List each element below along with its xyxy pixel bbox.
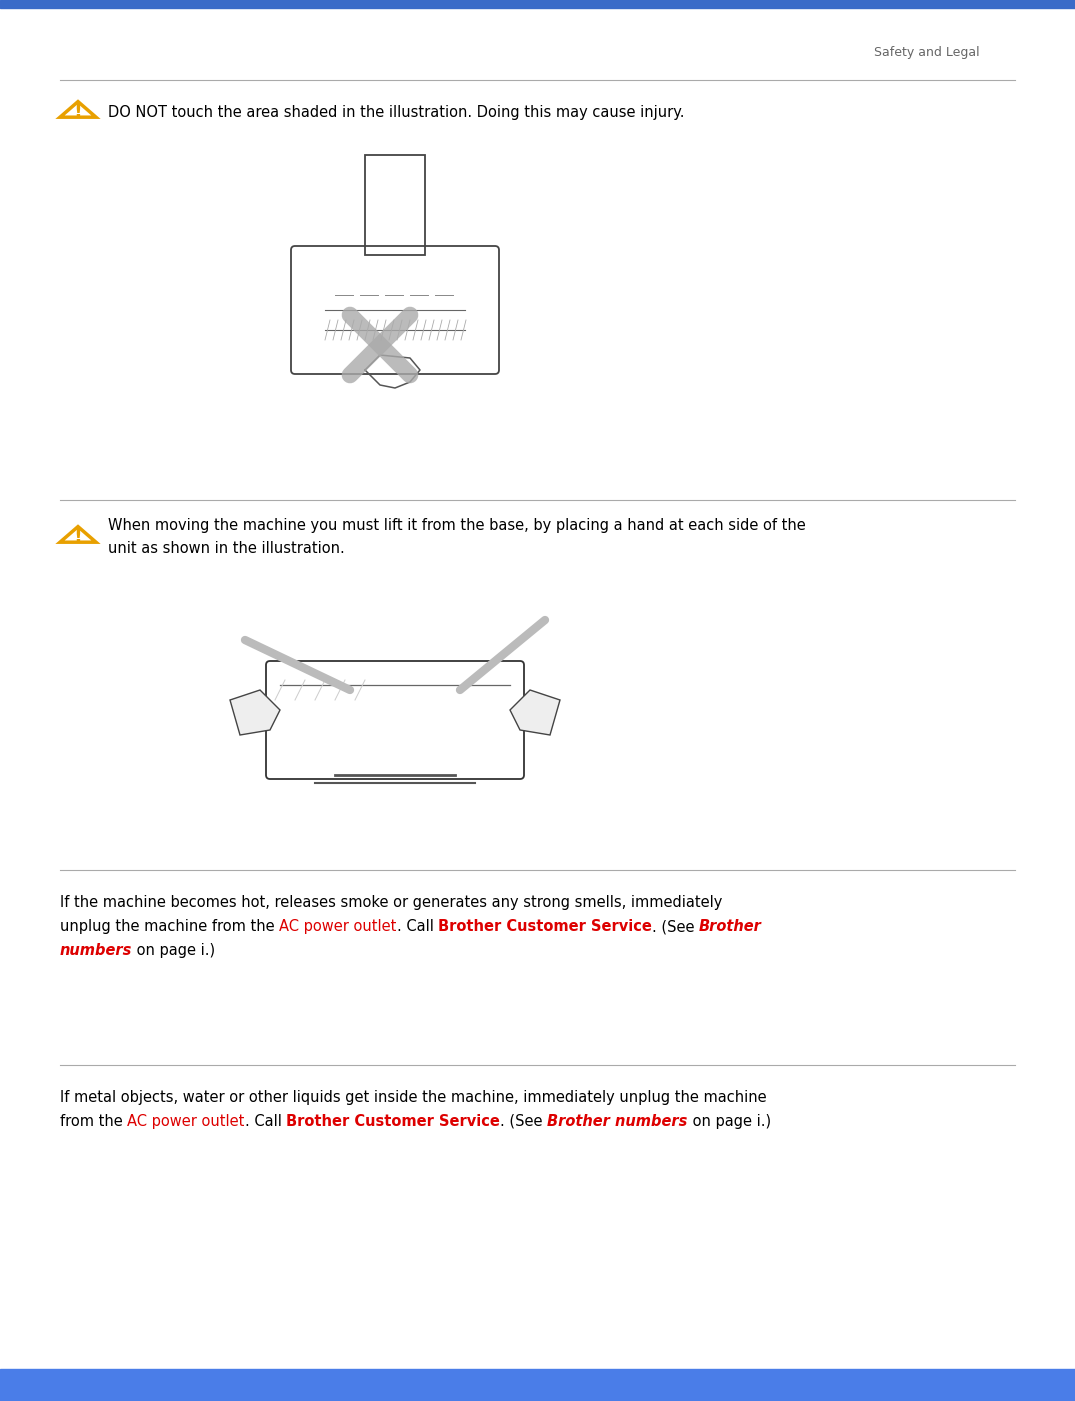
Text: . Call: . Call	[397, 919, 439, 934]
Text: AC power outlet: AC power outlet	[280, 919, 397, 934]
Text: If metal objects, water or other liquids get inside the machine, immediately unp: If metal objects, water or other liquids…	[60, 1090, 766, 1105]
Text: Brother Customer Service: Brother Customer Service	[286, 1114, 500, 1129]
Bar	[0, 1369, 1075, 1401]
Text: unplug the machine from the: unplug the machine from the	[60, 919, 280, 934]
Text: . (See: . (See	[500, 1114, 547, 1129]
Text: If the machine becomes hot, releases smoke or generates any strong smells, immed: If the machine becomes hot, releases smo…	[60, 895, 722, 911]
Text: !: !	[73, 102, 83, 122]
Text: Brother: Brother	[699, 919, 762, 934]
Text: Brother numbers: Brother numbers	[547, 1114, 688, 1129]
Text: 83: 83	[1013, 1379, 1032, 1393]
Text: . Call: . Call	[245, 1114, 286, 1129]
Text: Safety and Legal: Safety and Legal	[874, 45, 980, 59]
Text: DO NOT touch the area shaded in the illustration. Doing this may cause injury.: DO NOT touch the area shaded in the illu…	[108, 105, 685, 119]
Polygon shape	[230, 691, 280, 736]
Text: When moving the machine you must lift it from the base, by placing a hand at eac: When moving the machine you must lift it…	[108, 518, 806, 556]
Polygon shape	[510, 691, 560, 736]
Text: . (See: . (See	[653, 919, 699, 934]
Text: on page i.): on page i.)	[688, 1114, 771, 1129]
Bar	[366, 156, 425, 255]
Bar	[0, 0, 1075, 8]
Text: numbers: numbers	[60, 943, 132, 958]
Bar	[1000, 1374, 1060, 1395]
Text: Brother Customer Service: Brother Customer Service	[439, 919, 653, 934]
Text: AC power outlet: AC power outlet	[127, 1114, 245, 1129]
Text: on page i.): on page i.)	[132, 943, 215, 958]
Text: !: !	[73, 527, 83, 546]
Text: from the: from the	[60, 1114, 127, 1129]
